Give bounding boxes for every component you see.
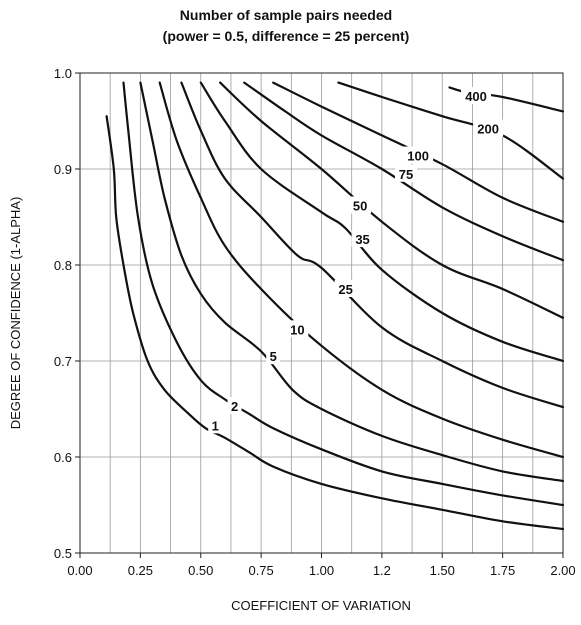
contour-label-bg-50 [349, 196, 372, 214]
y-axis-label: DEGREE OF CONFIDENCE (1-ALPHA) [8, 197, 23, 430]
x-tick-label-5: 1.2 [373, 563, 391, 578]
y-tick-label-4: 0.9 [54, 162, 72, 177]
contour-label-25: 25 [338, 282, 352, 297]
y-tick-label-2: 0.7 [54, 354, 72, 369]
contour-line-75 [243, 81, 565, 262]
contour-label-1: 1 [212, 418, 219, 433]
x-tick-label-4: 1.00 [309, 563, 334, 578]
contour-label-200: 200 [477, 122, 499, 137]
contour-label-400: 400 [465, 89, 487, 104]
y-axis-ticks: 0.5 0.6 0.7 0.8 0.9 1.0 [54, 66, 80, 561]
contour-line-25 [180, 81, 565, 409]
x-tick-label-7: 1.75 [490, 563, 515, 578]
contour-label-bg-35 [351, 230, 374, 248]
contour-label-bg-200 [473, 119, 504, 137]
contour-label-2: 2 [231, 399, 238, 414]
contour-label-bg-100 [403, 146, 434, 164]
contour-label-50: 50 [353, 198, 367, 213]
x-tick-label-8: 2.00 [550, 563, 575, 578]
x-tick-label-0: 0.00 [67, 563, 92, 578]
contour-label-bg-400 [461, 87, 492, 105]
contour-label-75: 75 [399, 167, 413, 182]
y-tick-label-5: 1.0 [54, 66, 72, 81]
chart-subtitle: (power = 0.5, difference = 25 percent) [163, 28, 410, 44]
contour-label-10: 10 [290, 322, 304, 337]
x-tick-label-1: 0.25 [128, 563, 153, 578]
contour-line-200 [337, 81, 565, 180]
contour-line-35 [199, 81, 565, 363]
y-tick-label-3: 0.8 [54, 258, 72, 273]
x-axis-label: COEFFICIENT OF VARIATION [231, 598, 411, 613]
y-tick-label-0: 0.5 [54, 546, 72, 561]
y-tick-label-1: 0.6 [54, 450, 72, 465]
contour-curves [105, 81, 565, 531]
contour-label-100: 100 [407, 149, 429, 164]
contour-line-1 [105, 115, 565, 531]
contour-line-5 [139, 81, 565, 483]
contour-label-bg-10 [286, 320, 309, 338]
x-tick-label-3: 0.75 [248, 563, 273, 578]
contour-label-bg-2 [227, 397, 242, 415]
contour-line-50 [219, 81, 565, 319]
contour-label-35: 35 [355, 232, 369, 247]
x-axis-ticks: 0.00 0.25 0.50 0.75 1.00 1.2 1.50 1.75 2.00 [67, 553, 576, 578]
contour-label-bg-1 [208, 416, 223, 434]
x-tick-label-6: 1.50 [430, 563, 455, 578]
x-tick-label-2: 0.50 [188, 563, 213, 578]
contour-label-bg-25 [334, 280, 357, 297]
contour-label-bg-75 [395, 164, 418, 182]
contour-label-bg-5 [266, 347, 281, 365]
chart-title: Number of sample pairs needed [180, 7, 392, 23]
contour-label-5: 5 [270, 349, 277, 364]
